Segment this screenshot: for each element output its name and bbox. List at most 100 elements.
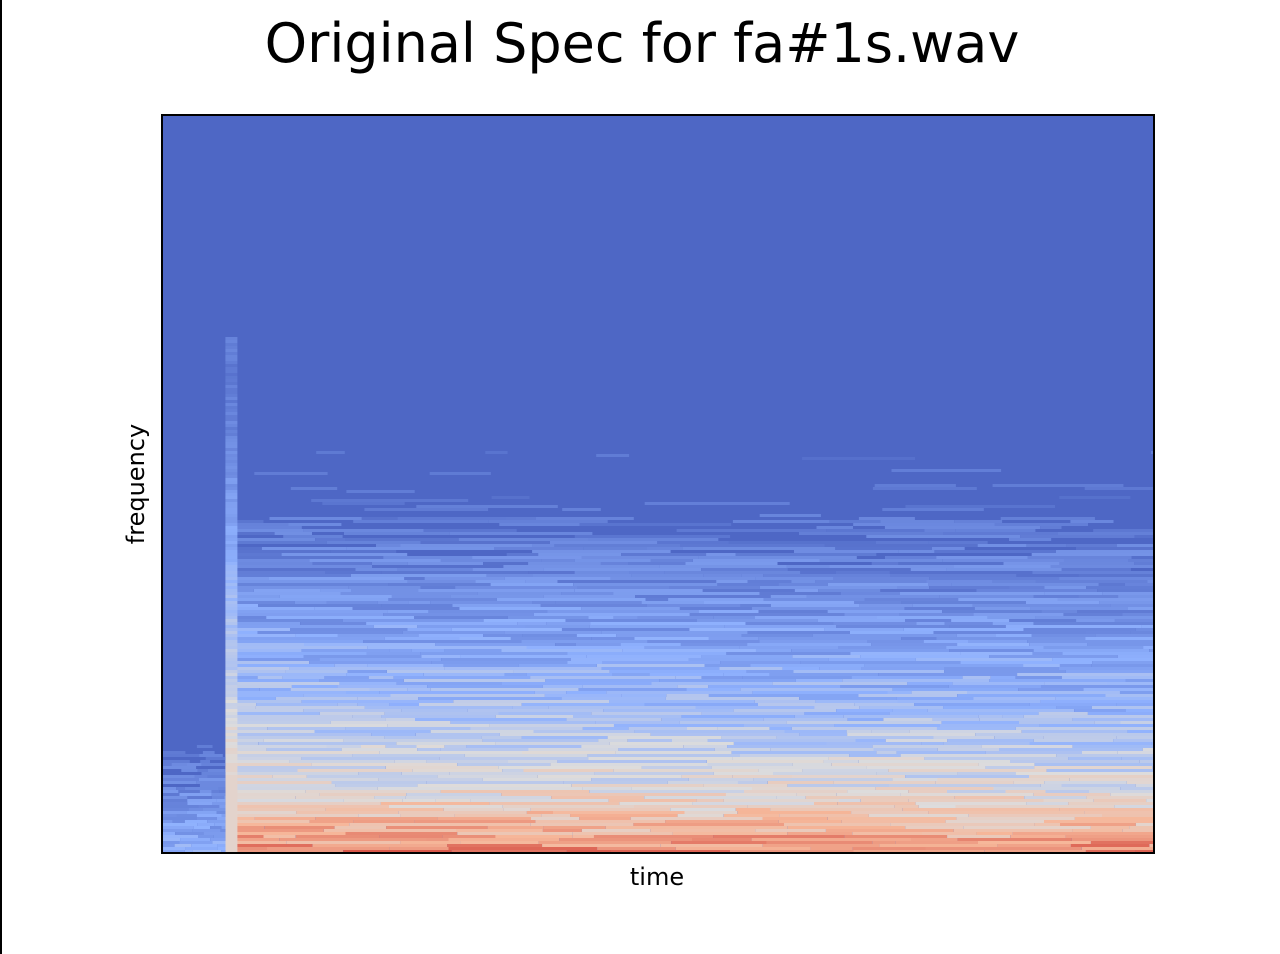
spectrogram-cell [1046, 769, 1154, 772]
spectrogram-cell [873, 748, 938, 751]
spectrogram-cell [1015, 727, 1154, 730]
spectrogram-cell [1005, 790, 1046, 793]
spectrogram-cell [975, 733, 1114, 736]
spectrogram-cell [400, 814, 455, 817]
spectrogram-cell [939, 595, 1034, 598]
spectrogram-cell [231, 787, 378, 790]
spectrogram-cell [659, 679, 796, 682]
spectrogram-cell [541, 559, 575, 562]
spectrogram-cell [977, 544, 1027, 547]
pre-onset-cell [219, 805, 226, 808]
spectrogram-cell [231, 733, 372, 736]
spectrogram-cell [440, 748, 529, 751]
spectrogram-cell [231, 766, 386, 769]
spectrogram-cell [812, 634, 957, 637]
spectrogram-cell [499, 733, 651, 736]
onset-cell [225, 850, 238, 853]
spectrogram-cell [538, 841, 672, 844]
pre-onset-cell [199, 790, 212, 793]
spectrogram-cell [896, 697, 974, 700]
spectrogram-cell [618, 748, 715, 751]
spectrogram-cell [231, 838, 280, 841]
pre-onset-cell [213, 835, 226, 838]
spectrogram-cell [814, 802, 838, 805]
spectrogram-cell [506, 517, 536, 520]
spectrogram-cell [305, 790, 441, 793]
spectrogram-cell [868, 814, 969, 817]
spectrogram-cell [470, 799, 609, 802]
pre-onset-cell [210, 826, 222, 829]
spectrogram-cell [231, 634, 296, 637]
spectrogram-cell [1131, 556, 1154, 559]
spectrogram-cell [455, 586, 578, 589]
pre-onset-cell [162, 835, 198, 838]
spectrogram-cell [426, 838, 449, 841]
onset-cell [225, 826, 238, 829]
spectrogram-cell [846, 730, 872, 733]
spectrogram-cell [1040, 784, 1062, 787]
spectrogram-cell [651, 682, 773, 685]
spectrogram-cell [1029, 643, 1088, 646]
spectrogram-cell [581, 745, 684, 748]
spectrogram-cell [874, 484, 956, 487]
pre-onset-cell [197, 769, 208, 772]
spectrogram-cell [762, 817, 828, 820]
spectrogram-cell [231, 694, 303, 697]
spectrogram-cell [426, 781, 564, 784]
spectrogram-cell [381, 715, 496, 718]
spectrogram-cell [406, 793, 502, 796]
spectrogram-cell [415, 718, 567, 721]
spectrogram-cell [424, 577, 505, 580]
spectrogram-cell [1060, 823, 1136, 826]
spectrogram-cell [758, 703, 855, 706]
spectrogram-cell [572, 835, 594, 838]
spectrogram-cell [315, 538, 346, 541]
spectrogram-cell [944, 670, 1066, 673]
spectrogram-cell [532, 601, 556, 604]
spectrogram-cell [1033, 739, 1114, 742]
spectrogram-cell [1135, 628, 1154, 631]
spectrogram-cell [347, 670, 387, 673]
spectrogram-cell [288, 523, 342, 526]
spectrogram-cell [972, 604, 1111, 607]
spectrogram-cell [637, 616, 714, 619]
spectrogram-cell [231, 649, 302, 652]
spectrogram-cell [1150, 730, 1154, 733]
spectrogram-cell [330, 721, 451, 724]
spectrogram-cell [909, 730, 1022, 733]
spectrogram-cell [667, 781, 738, 784]
spectrogram-cell [892, 688, 1019, 691]
spectrogram-cell [563, 781, 668, 784]
spectrogram-cell [993, 787, 1121, 790]
spectrogram-cell [973, 697, 1056, 700]
spectrogram-cell [557, 760, 707, 763]
pre-onset-cell [218, 787, 226, 790]
spectrogram-cell [594, 772, 714, 775]
spectrogram-cell [346, 673, 424, 676]
spectrogram-cell [739, 646, 839, 649]
spectrogram-cell [800, 571, 836, 574]
onset-cell [225, 787, 238, 790]
pre-onset-cell [193, 826, 211, 829]
onset-cell [225, 529, 238, 532]
onset-cell [225, 397, 238, 400]
window-left-edge [0, 0, 2, 954]
onset-cell [225, 844, 238, 847]
spectrogram-cell [381, 571, 529, 574]
onset-cell [225, 526, 238, 529]
spectrogram-cell [815, 580, 927, 583]
spectrogram-cell [231, 559, 310, 562]
spectrogram-cell [314, 730, 431, 733]
spectrogram-cell [751, 607, 905, 610]
pre-onset-cell [197, 823, 215, 826]
spectrogram-cell [1034, 823, 1061, 826]
spectrogram-cell [435, 643, 555, 646]
spectrogram-cell [1126, 781, 1154, 784]
onset-cell [225, 817, 238, 820]
spectrogram-cell [1034, 763, 1154, 766]
pre-onset-cell [179, 841, 213, 844]
spectrogram-cell [814, 706, 860, 709]
spectrogram-cell [792, 763, 832, 766]
spectrogram-cell [854, 703, 915, 706]
spectrogram-cell [531, 787, 583, 790]
